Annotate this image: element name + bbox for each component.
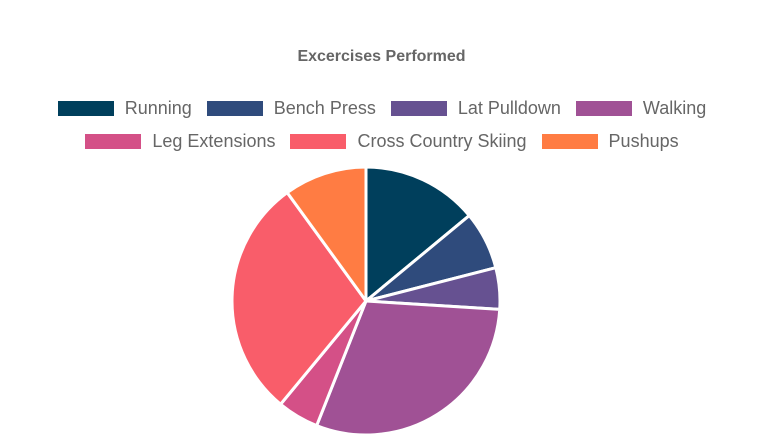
pie-slice-running[interactable] bbox=[364, 165, 471, 303]
legend-swatch-cross-country-skiing bbox=[289, 132, 348, 150]
legend-item-pushups[interactable]: Pushups bbox=[540, 130, 679, 152]
legend-label-lat-pulldown: Lat Pulldown bbox=[457, 97, 561, 118]
legend-item-leg-extensions[interactable]: Leg Extensions bbox=[84, 130, 275, 152]
legend-label-walking: Walking bbox=[642, 97, 707, 118]
legend-item-lat-pulldown[interactable]: Lat Pulldown bbox=[389, 97, 561, 119]
legend-swatch-lat-pulldown bbox=[389, 99, 448, 117]
legend-row-2: Leg Extensions Cross Country Skiing Push… bbox=[0, 130, 763, 152]
pie-slice-walking[interactable] bbox=[315, 299, 502, 436]
legend-swatch-leg-extensions bbox=[84, 132, 143, 150]
legend-item-walking[interactable]: Walking bbox=[574, 97, 707, 119]
legend-item-bench-press[interactable]: Bench Press bbox=[205, 97, 376, 119]
legend-label-pushups: Pushups bbox=[608, 130, 679, 151]
legend-item-cross-country-skiing[interactable]: Cross Country Skiing bbox=[289, 130, 527, 152]
legend-swatch-pushups bbox=[540, 132, 599, 150]
legend-label-running: Running bbox=[124, 97, 192, 118]
chart-title: Excercises Performed bbox=[297, 48, 466, 65]
legend-label-leg-extensions: Leg Extensions bbox=[152, 130, 276, 151]
legend-swatch-bench-press bbox=[205, 99, 264, 117]
legend-swatch-running bbox=[56, 99, 115, 117]
legend-label-cross-country-skiing: Cross Country Skiing bbox=[357, 130, 527, 151]
legend-item-running[interactable]: Running bbox=[56, 97, 192, 119]
legend-row-1: Running Bench Press Lat Pulldown Walking bbox=[0, 97, 763, 119]
pie-slice-cross-country-skiing[interactable] bbox=[230, 191, 368, 406]
pie-slice-pushups[interactable] bbox=[285, 165, 368, 303]
legend-swatch-walking bbox=[574, 99, 633, 117]
legend-label-bench-press: Bench Press bbox=[273, 97, 376, 118]
